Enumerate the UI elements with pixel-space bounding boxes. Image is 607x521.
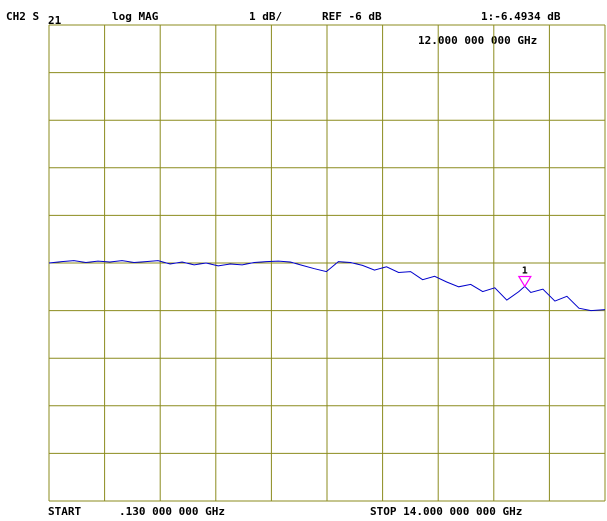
marker-number-label: 1 [522, 265, 528, 276]
channel-label: CH2 S [6, 10, 40, 23]
trace-line [48, 260, 606, 312]
markers-layer: 1 [517, 265, 532, 288]
stop-frequency: STOP 14.000 000 000 GHz [370, 505, 523, 518]
marker-readout: 1:-6.4934 dB [481, 10, 561, 23]
s-parameter-subscript: 21 [48, 14, 62, 27]
graticule [48, 24, 606, 502]
format-label: log MAG [112, 10, 159, 23]
marker-triangle-icon [517, 275, 532, 288]
reference-label: REF -6 dB [322, 10, 382, 23]
scale-label: 1 dB/ [249, 10, 283, 23]
start-label: START [48, 505, 82, 518]
start-frequency: .130 000 000 GHz [119, 505, 225, 518]
